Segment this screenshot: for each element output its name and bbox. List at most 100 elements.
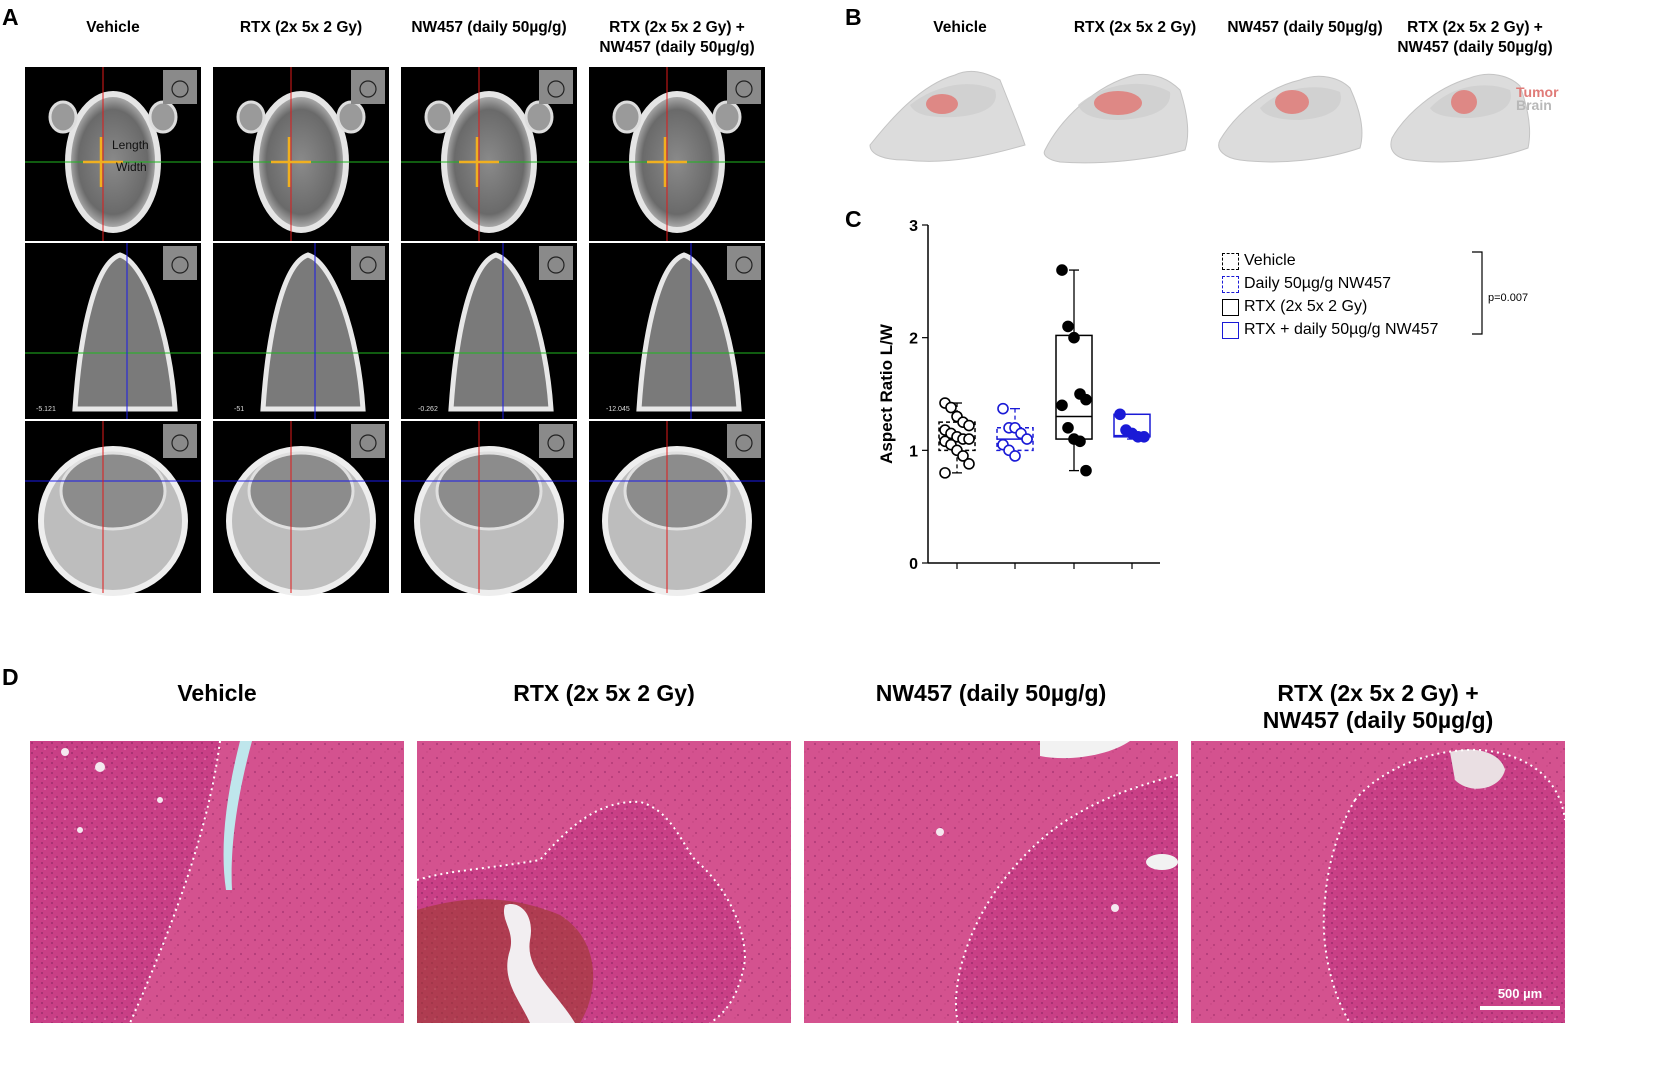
orientation-thumbnail-icon xyxy=(539,424,573,458)
data-point xyxy=(945,401,957,414)
panel-b-title-vehicle: Vehicle xyxy=(933,19,987,36)
orientation-thumbnail-icon xyxy=(351,246,385,280)
width-label: Width xyxy=(116,160,147,174)
sagittal-readout-1: -5.121 xyxy=(36,406,56,413)
panel-a-title-rtx: RTX (2x 5x 2 Gy) xyxy=(239,19,363,36)
data-point xyxy=(963,433,975,445)
data-point xyxy=(1062,422,1074,434)
p-value-annotation: p=0.007 xyxy=(1488,292,1529,304)
panel-b-title-nw457: NW457 (daily 50µg/g) xyxy=(1227,19,1383,36)
box-series-4 xyxy=(1113,408,1151,569)
ct-slice-c4-r2 xyxy=(589,243,765,419)
y-tick-label: 2 xyxy=(909,331,918,348)
y-tick-label: 1 xyxy=(909,443,918,460)
panel-a-title-combo: RTX (2x 5x 2 Gy) + NW457 (daily 50µg/g) xyxy=(599,19,755,56)
ct-slice-c2-r1 xyxy=(213,67,389,241)
panel-d-histology xyxy=(30,740,1566,1024)
legend-swatch-nw457 xyxy=(1222,276,1239,293)
y-tick-label: 0 xyxy=(909,556,918,573)
histology-vehicle xyxy=(30,740,404,1024)
panel-d-letter: D xyxy=(2,664,19,690)
data-point xyxy=(1080,464,1092,477)
chart-legend: Vehicle Daily 50µg/g NW457 RTX (2x 5x 2 … xyxy=(1222,252,1542,344)
data-point xyxy=(957,450,969,462)
panel-d-title-rtx: RTX (2x 5x 2 Gy) xyxy=(513,680,695,706)
y-tick-label: 3 xyxy=(909,218,918,235)
panel-c-letter: C xyxy=(845,206,862,232)
orientation-thumbnail-icon xyxy=(163,246,197,280)
aspect-ratio-chart: 0 1 2 3 Aspect Ratio L/W xyxy=(877,218,1160,573)
panel-a-title-vehicle: Vehicle xyxy=(86,19,140,36)
data-point xyxy=(1074,435,1086,448)
data-point xyxy=(963,458,975,470)
panel-b-letter: B xyxy=(845,4,862,30)
ct-slice-c4-r3 xyxy=(589,421,765,596)
ct-slice-c4-r1 xyxy=(589,67,765,241)
data-point xyxy=(939,467,951,479)
box xyxy=(1055,334,1093,440)
data-point xyxy=(1114,408,1126,421)
orientation-thumbnail-icon xyxy=(351,424,385,458)
legend-swatch-rtx xyxy=(1222,299,1239,316)
sagittal-readout-3: -0.262 xyxy=(418,406,438,413)
significance-bracket xyxy=(1472,251,1483,335)
box-series-2 xyxy=(996,402,1034,569)
data-point xyxy=(1009,450,1021,462)
orientation-thumbnail-icon xyxy=(727,424,761,458)
legend-label-nw457: Daily 50µg/g NW457 xyxy=(1244,275,1392,292)
panel-b-title-rtx: RTX (2x 5x 2 Gy) xyxy=(1073,19,1197,36)
data-point xyxy=(1138,431,1150,443)
ct-slice-c3-r2 xyxy=(401,243,577,419)
data-point xyxy=(997,402,1009,415)
ct-slice-c3-r3 xyxy=(401,421,577,596)
box-series-3 xyxy=(1055,264,1093,569)
tumor-label: Tumor xyxy=(1516,84,1559,100)
data-point xyxy=(963,419,975,432)
ct-slice-c3-r1 xyxy=(401,67,577,241)
data-point xyxy=(1080,393,1092,406)
histology-rtx xyxy=(416,741,791,1024)
panel-b-3d-renderings xyxy=(869,70,1531,164)
panel-a-letter: A xyxy=(2,4,19,30)
orientation-thumbnail-icon xyxy=(727,246,761,280)
length-label: Length xyxy=(112,138,149,152)
legend-swatch-combo xyxy=(1222,322,1239,339)
ct-slice-c2-r3 xyxy=(213,421,389,596)
ct-slice-c2-r2 xyxy=(213,243,389,419)
orientation-thumbnail-icon xyxy=(539,70,573,104)
brain-label: Brain xyxy=(1516,97,1552,113)
orientation-thumbnail-icon xyxy=(727,70,761,104)
panel-a-ct-images xyxy=(25,67,765,596)
y-axis-label: Aspect Ratio L/W xyxy=(877,323,896,464)
legend-label-rtx: RTX (2x 5x 2 Gy) xyxy=(1244,298,1368,315)
rendering-combo xyxy=(1390,73,1531,163)
length-label-text: Length xyxy=(112,138,149,152)
rendering-vehicle xyxy=(869,70,1026,162)
data-point xyxy=(1062,320,1074,333)
ct-slice-c1-r2 xyxy=(25,243,201,419)
orientation-thumbnail-icon xyxy=(539,246,573,280)
data-point xyxy=(1021,433,1033,445)
sagittal-readout-2: -51 xyxy=(234,406,245,413)
panel-d-title-combo: RTX (2x 5x 2 Gy) + NW457 (daily 50µg/g) xyxy=(1262,680,1494,733)
sagittal-readout-4: -12.045 xyxy=(606,406,630,413)
data-point xyxy=(1068,331,1080,344)
box-series-1 xyxy=(938,397,976,569)
scale-bar-label: 500 µm xyxy=(1497,986,1543,1001)
rendering-nw457 xyxy=(1218,75,1363,163)
panel-b-title-combo: RTX (2x 5x 2 Gy) + NW457 (daily 50µg/g) xyxy=(1397,19,1553,56)
width-label-text: Width xyxy=(116,160,147,174)
panel-d-title-nw457: NW457 (daily 50µg/g) xyxy=(875,680,1107,706)
panel-a-title-nw457: NW457 (daily 50µg/g) xyxy=(411,19,567,36)
orientation-thumbnail-icon xyxy=(351,70,385,104)
legend-swatch-vehicle xyxy=(1222,253,1239,270)
orientation-thumbnail-icon xyxy=(163,424,197,458)
data-point xyxy=(1056,264,1068,276)
data-point xyxy=(1056,399,1068,412)
histology-combo xyxy=(1191,741,1566,1024)
legend-label-vehicle: Vehicle xyxy=(1244,252,1296,269)
histology-nw457 xyxy=(804,741,1179,1024)
orientation-thumbnail-icon xyxy=(163,70,197,104)
ct-slice-c1-r3 xyxy=(25,421,201,596)
panel-d-title-vehicle: Vehicle xyxy=(177,680,257,706)
